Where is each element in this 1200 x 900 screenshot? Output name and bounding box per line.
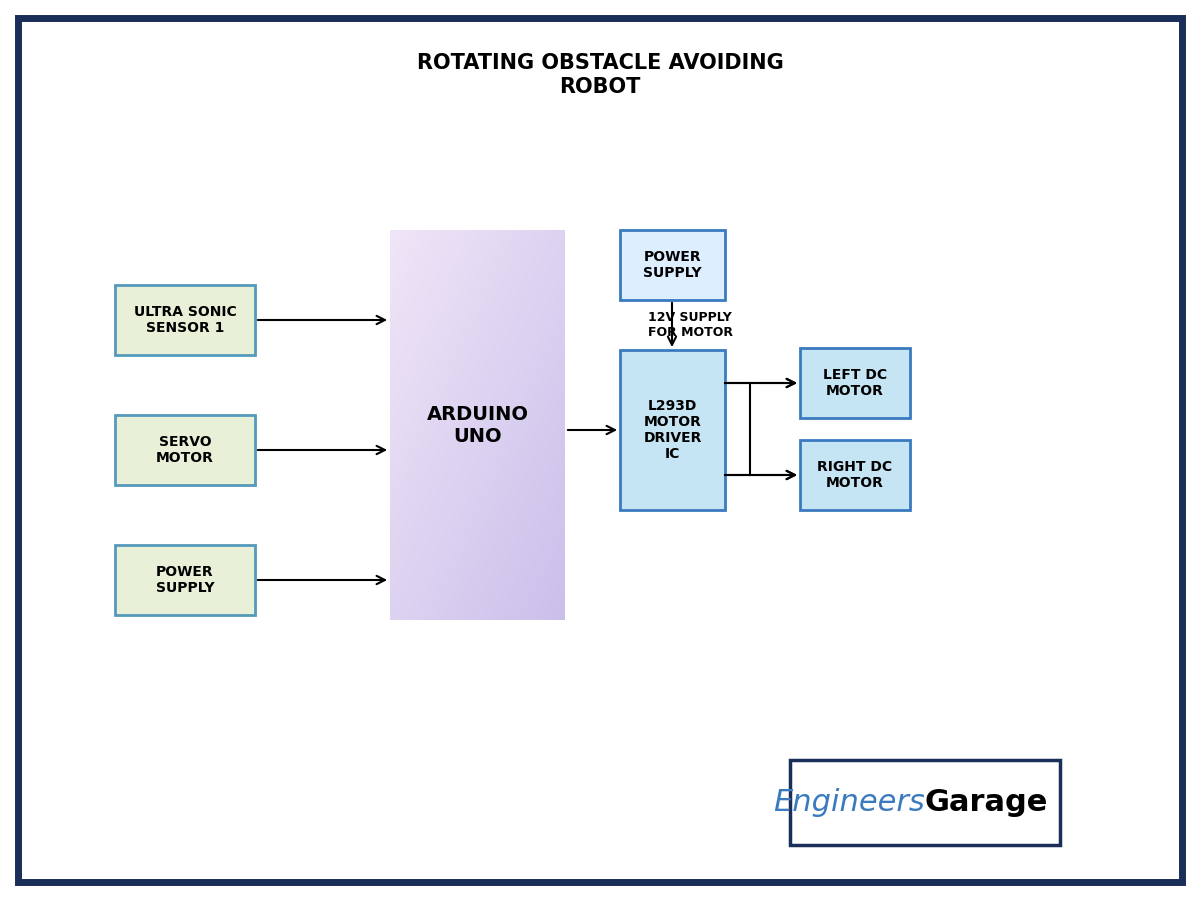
- Text: ULTRA SONIC
SENSOR 1: ULTRA SONIC SENSOR 1: [133, 305, 236, 335]
- Bar: [115, 285, 256, 355]
- Text: ARDUINO
UNO: ARDUINO UNO: [426, 404, 528, 446]
- Text: POWER
SUPPLY: POWER SUPPLY: [156, 565, 215, 595]
- Text: LEFT DC
MOTOR: LEFT DC MOTOR: [823, 368, 887, 398]
- Text: POWER
SUPPLY: POWER SUPPLY: [643, 250, 702, 280]
- Bar: [800, 348, 910, 418]
- Text: ROTATING OBSTACLE AVOIDING
ROBOT: ROTATING OBSTACLE AVOIDING ROBOT: [416, 53, 784, 96]
- Text: L293D
MOTOR
DRIVER
IC: L293D MOTOR DRIVER IC: [643, 399, 702, 462]
- Bar: [115, 415, 256, 485]
- Text: SERVO
MOTOR: SERVO MOTOR: [156, 435, 214, 465]
- Bar: [790, 760, 1060, 845]
- Bar: [620, 350, 725, 510]
- Bar: [800, 440, 910, 510]
- Bar: [620, 230, 725, 300]
- Bar: [115, 545, 256, 615]
- Text: Garage: Garage: [925, 788, 1049, 817]
- Text: 12V SUPPLY
FOR MOTOR: 12V SUPPLY FOR MOTOR: [648, 311, 732, 339]
- Text: Engineers: Engineers: [773, 788, 925, 817]
- Text: RIGHT DC
MOTOR: RIGHT DC MOTOR: [817, 460, 893, 491]
